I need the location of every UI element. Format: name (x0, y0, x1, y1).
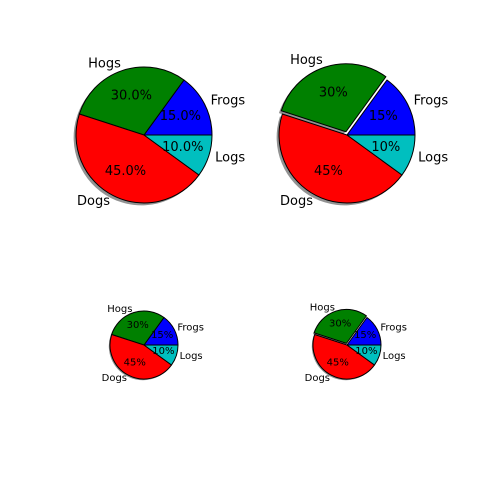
pie-3-label-logs: Logs (180, 351, 203, 362)
pie-2-slice-hogs (280, 63, 387, 133)
pie-2-label-logs: Logs (418, 151, 448, 166)
pie-1-pct-logs: 10.0% (162, 140, 203, 155)
pie-1-slice-logs (143, 134, 213, 176)
pie-3-label-frogs: Frogs (177, 323, 204, 334)
pie-4-label-frogs: Frogs (380, 323, 407, 334)
pie-3-label-dogs: Dogs (102, 373, 127, 384)
pie-3-slice-hogs (111, 310, 165, 346)
pie-3-slice-logs (143, 344, 179, 366)
pie-1-label-frogs: Frogs (211, 94, 246, 109)
pie-4-pct-hogs: 30% (329, 318, 351, 329)
pie-2-slice-logs (346, 134, 416, 176)
pie-2-slice-dogs (278, 113, 403, 204)
pie-1-label-hogs: Hogs (88, 56, 121, 71)
pie-2-pct-frogs: 15% (369, 109, 398, 124)
pie-4-slice-hogs (313, 308, 367, 344)
pie-1-slice-dogs (75, 113, 200, 204)
pie-1-pct-frogs: 15.0% (160, 109, 201, 124)
pie-1-slice-frogs (143, 79, 213, 136)
pie-1-pct-dogs: 45.0% (105, 164, 146, 179)
pie-4-pct-logs: 10% (355, 346, 377, 357)
pie-4-label-dogs: Dogs (305, 373, 330, 384)
pie-4-slice-dogs (312, 333, 376, 380)
pie-1-slice-hogs (78, 66, 185, 136)
pie-2-label-hogs: Hogs (290, 53, 323, 68)
pie-2-pct-dogs: 45% (314, 164, 343, 179)
pie-1-label-logs: Logs (215, 151, 245, 166)
pie-4-label-hogs: Hogs (310, 302, 335, 313)
pie-3-pct-hogs: 30% (127, 320, 149, 331)
pie-2-pct-hogs: 30% (319, 85, 348, 100)
pie-4-label-logs: Logs (383, 351, 406, 362)
pie-3-pct-frogs: 15% (151, 330, 173, 341)
pie-2-label-frogs: Frogs (414, 94, 449, 109)
pie-2-pct-logs: 10% (371, 140, 400, 155)
pie-chart-1: 15.0% 30.0% 45.0% 10.0% Frogs Hogs Dogs Logs (73, 56, 246, 209)
pie-2-slice-frogs (346, 79, 416, 136)
pie-1-label-dogs: Dogs (77, 194, 110, 209)
pie-4-pct-frogs: 15% (354, 330, 376, 341)
pie-4-slice-logs (346, 344, 382, 366)
pie-1-pct-hogs: 30.0% (111, 89, 152, 104)
pie-3-pct-dogs: 45% (124, 358, 146, 369)
pie-3-pct-logs: 10% (152, 346, 174, 357)
pie-3-slice-dogs (109, 333, 173, 380)
pie-2-label-dogs: Dogs (280, 194, 313, 209)
pie-chart-3: 15%30% 45% 10% Frogs Hogs Dogs Logs (102, 304, 204, 384)
pie-3-label-hogs: Hogs (107, 304, 132, 315)
pie-chart-4: 15%30% 45% 10% Frogs Hogs Dogs Logs (305, 302, 407, 384)
pie-chart-2: 15% 30% 45% 10% Frogs Hogs Dogs Logs (276, 53, 449, 209)
pie-4-pct-dogs: 45% (327, 358, 349, 369)
